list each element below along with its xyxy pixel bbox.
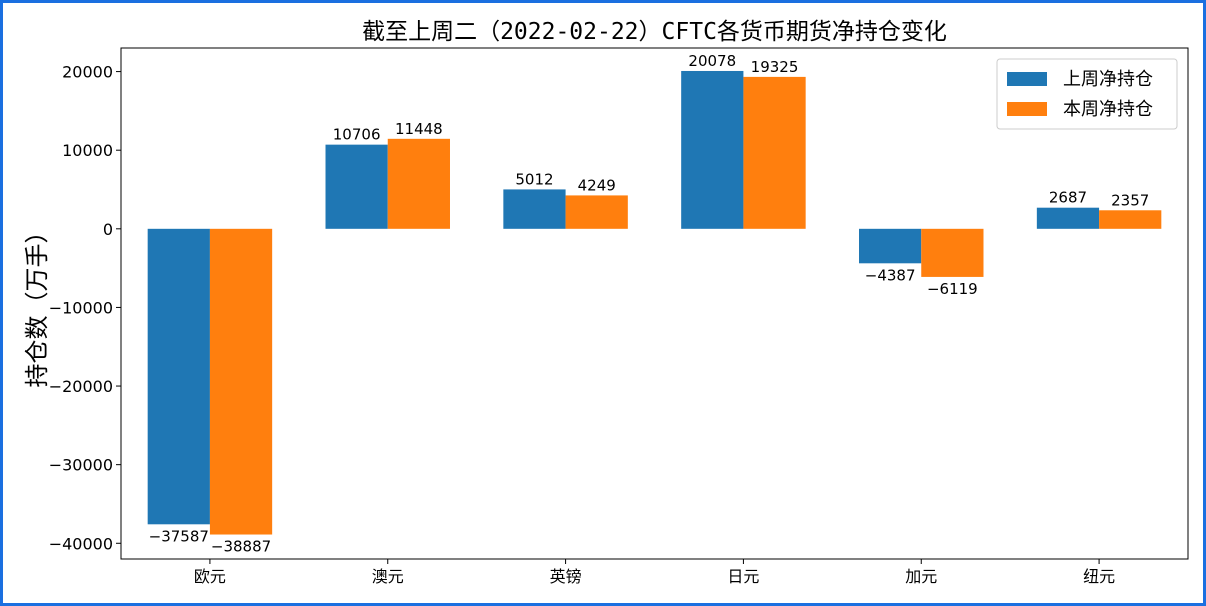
legend-swatch (1007, 72, 1047, 86)
plot-frame (120, 47, 1189, 560)
data-label: 5012 (515, 170, 553, 188)
data-label: −4387 (865, 266, 916, 284)
y-tick-label: −30000 (49, 456, 113, 475)
y-axis-label: 持仓数（万手） (23, 220, 51, 388)
x-tick-label: 纽元 (1083, 567, 1115, 586)
x-tick-label: 加元 (905, 567, 937, 586)
data-label: 20078 (688, 52, 736, 70)
data-label: 2687 (1049, 189, 1087, 207)
y-tick-label: 10000 (62, 141, 113, 160)
data-label: 19325 (751, 58, 799, 76)
y-tick-label: −20000 (49, 377, 113, 396)
y-tick-label: 20000 (62, 63, 113, 82)
bar-last-week-0 (147, 228, 210, 525)
bar-last-week-4 (859, 228, 922, 264)
data-label: 11448 (395, 120, 443, 138)
data-label: −38887 (211, 538, 271, 556)
bar-this-week-1 (387, 138, 450, 229)
bar-last-week-5 (1036, 207, 1100, 229)
y-tick-label: −10000 (49, 298, 113, 317)
bar-this-week-2 (565, 195, 628, 229)
legend-label: 上周净持仓 (1063, 69, 1153, 90)
bar-this-week-5 (1099, 210, 1162, 229)
y-tick-label: 0 (103, 220, 113, 239)
data-label: −37587 (149, 527, 209, 545)
x-tick-label: 日元 (727, 567, 759, 586)
bar-this-week-0 (209, 228, 273, 535)
x-tick-label: 欧元 (194, 567, 226, 586)
bar-last-week-2 (503, 189, 566, 229)
legend-swatch (1007, 102, 1047, 116)
data-label: 2357 (1111, 191, 1149, 209)
bar-last-week-3 (681, 70, 744, 229)
bar-this-week-3 (743, 76, 806, 229)
data-label: 4249 (578, 176, 616, 194)
legend-label: 本周净持仓 (1063, 99, 1153, 120)
chart-title: 截至上周二（2022-02-22）CFTC各货币期货净持仓变化 (362, 19, 947, 45)
data-label: −6119 (927, 280, 978, 298)
bar-this-week-4 (921, 228, 984, 277)
x-tick-label: 英镑 (550, 567, 582, 586)
y-tick-label: −40000 (49, 534, 113, 553)
x-tick-label: 澳元 (372, 567, 404, 586)
data-label: 10706 (333, 126, 381, 144)
bar-last-week-1 (325, 144, 388, 229)
